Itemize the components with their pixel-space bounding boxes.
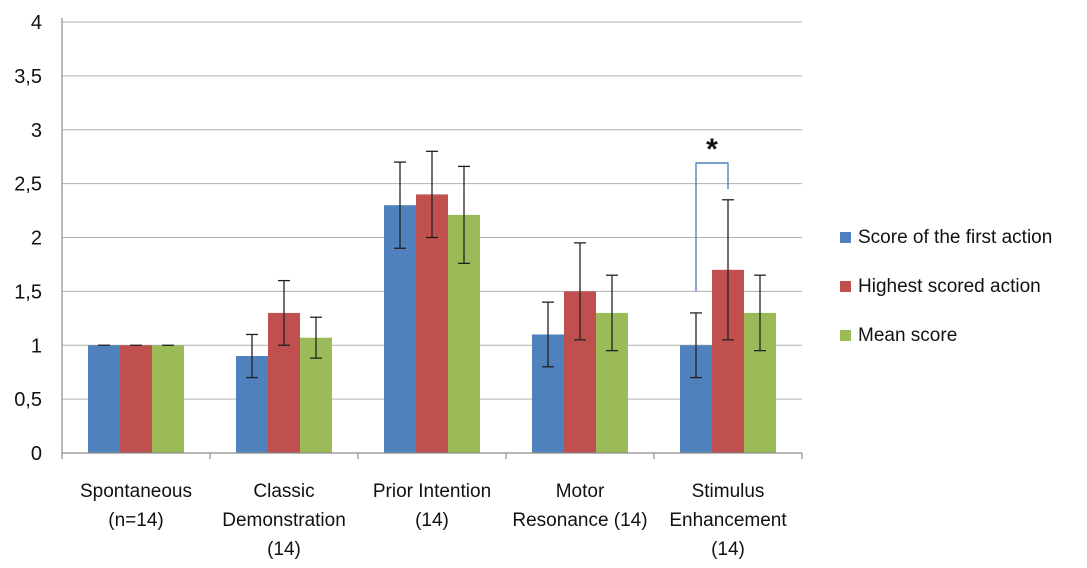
bar: [152, 345, 184, 453]
legend-swatch: [840, 232, 851, 243]
legend-swatch: [840, 330, 851, 341]
bar: [88, 345, 120, 453]
bar: [120, 345, 152, 453]
legend-swatch: [840, 281, 851, 292]
x-category-label: Stimulus Enhancement (14): [669, 481, 787, 560]
y-tick-label: 1,5: [14, 281, 42, 303]
y-tick-label: 3,5: [14, 66, 42, 88]
significance-bracket: [695, 162, 729, 292]
x-category-label: Prior Intention (14): [373, 481, 491, 531]
y-tick-label: 2,5: [14, 174, 42, 196]
legend-label: Highest scored action: [858, 276, 1041, 297]
y-tick-label: 2: [31, 228, 42, 250]
legend-label: Score of the first action: [858, 227, 1052, 248]
x-category-label: Spontaneous (n=14): [80, 481, 192, 531]
x-category-label: Classic Demonstration (14): [222, 481, 346, 560]
legend-label: Mean score: [858, 325, 957, 346]
bars: [88, 194, 776, 453]
y-tick-label: 4: [31, 12, 42, 34]
y-tick-label: 3: [31, 120, 42, 142]
error-bars: [98, 150, 766, 379]
x-axis: Spontaneous (n=14) Classic Demonstration (14…: [61, 452, 803, 560]
x-category-label: Motor Resonance (14): [512, 481, 647, 531]
y-tick-label: 0: [31, 443, 42, 465]
legend: Score of the first action Highest scored …: [840, 227, 1052, 346]
y-axis: 0 0,5 1 1,5 2 2,5 3 3,5 4: [14, 12, 63, 465]
y-tick-label: 1: [31, 335, 42, 357]
significance-annotation: *: [695, 133, 729, 292]
y-tick-label: 0,5: [14, 389, 42, 411]
significance-star: *: [706, 133, 718, 166]
